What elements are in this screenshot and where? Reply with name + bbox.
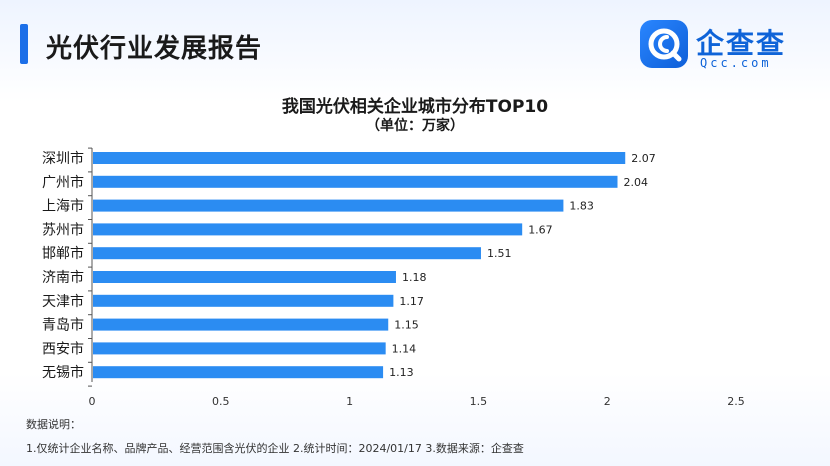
x-tick-label: 1 (346, 395, 353, 408)
category-label: 邯郸市 (42, 245, 84, 262)
x-tick-label: 2 (604, 395, 611, 408)
value-label: 2.04 (624, 176, 649, 189)
bar (93, 366, 384, 379)
value-label: 1.13 (389, 366, 414, 379)
bar (93, 294, 394, 307)
category-label: 广州市 (42, 174, 84, 191)
x-tick-label: 0 (89, 395, 96, 408)
bar (93, 247, 481, 260)
x-tick-label: 1.5 (470, 395, 488, 408)
bar (93, 223, 523, 236)
x-tick-label: 0.5 (212, 395, 230, 408)
category-label: 西安市 (42, 340, 84, 357)
value-label: 1.15 (394, 319, 419, 332)
category-label: 无锡市 (42, 364, 84, 381)
category-label: 济南市 (42, 269, 84, 286)
category-label: 上海市 (42, 198, 84, 215)
bar (93, 318, 389, 331)
bar (93, 271, 396, 283)
chart-title: 我国光伏相关企业城市分布TOP10 (281, 97, 549, 117)
value-label: 1.18 (402, 271, 427, 284)
notes-text: 1.仅统计企业名称、品牌产品、经营范围含光伏的企业 2.统计时间：2024/01… (26, 442, 524, 455)
value-label: 1.17 (399, 295, 424, 308)
bar (93, 342, 386, 355)
bar (93, 199, 564, 212)
category-label: 苏州市 (42, 221, 84, 238)
bar (93, 175, 618, 188)
x-tick-label: 2.5 (727, 395, 745, 408)
qcc-logo-icon (640, 20, 688, 68)
page-title: 光伏行业发展报告 (46, 34, 263, 64)
logo-domain: Qcc.com (700, 56, 772, 70)
notes-title: 数据说明： (26, 418, 81, 431)
category-label: 青岛市 (42, 317, 84, 334)
logo-name: 企查查 (696, 27, 787, 60)
value-label: 2.07 (631, 152, 656, 165)
bar (93, 152, 626, 164)
value-label: 1.83 (569, 200, 594, 213)
header-accent-bar (20, 24, 28, 64)
value-label: 1.51 (487, 247, 512, 260)
category-label: 天津市 (42, 293, 84, 310)
value-label: 1.67 (528, 223, 553, 236)
qcc-logo: 企查查 Qcc.com (640, 20, 812, 70)
category-label: 深圳市 (42, 150, 84, 167)
value-label: 1.14 (392, 342, 417, 355)
chart-subtitle: （单位：万家） (366, 118, 464, 134)
